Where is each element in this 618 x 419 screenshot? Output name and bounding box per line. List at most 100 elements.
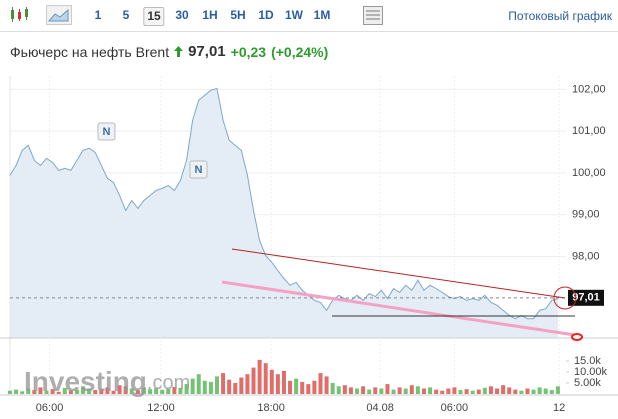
volume-bar <box>160 389 165 394</box>
volume-bar <box>312 380 317 394</box>
marker-drawing <box>571 333 583 341</box>
stream-link[interactable]: Потоковый график <box>508 9 612 23</box>
price-change-pct: (+0,24%) <box>271 43 329 60</box>
volume-bar <box>458 390 463 394</box>
x-tick-label: 18:00 <box>257 402 285 414</box>
volume-bar <box>470 390 475 394</box>
watermark: Investing.com <box>24 366 190 397</box>
volume-bar <box>488 386 493 394</box>
volume-bar <box>531 389 536 394</box>
volume-bar <box>428 387 433 394</box>
volume-bar <box>38 387 43 394</box>
volume-bar <box>227 379 232 394</box>
volume-bar <box>330 383 335 394</box>
volume-bar <box>239 377 244 394</box>
news-marker[interactable]: N <box>97 122 116 141</box>
grid-icon[interactable] <box>363 6 383 25</box>
volume-bar <box>440 390 445 394</box>
interval-button[interactable]: 15 <box>143 7 165 26</box>
instrument-name: Фьючерс на нефть Brent <box>10 43 170 60</box>
y-tick-label: 99,00 <box>572 209 600 221</box>
volume-bar <box>154 388 159 394</box>
volume-bar <box>135 390 140 394</box>
volume-bar <box>385 384 390 394</box>
x-tick-label: 06:00 <box>36 402 64 414</box>
volume-bar <box>50 389 55 394</box>
volume-bar <box>409 385 414 394</box>
volume-bar <box>555 386 560 394</box>
volume-bar <box>306 384 311 394</box>
volume-bar <box>105 387 110 394</box>
volume-bar <box>178 387 183 394</box>
volume-bar <box>391 389 396 394</box>
interval-button[interactable]: 5 <box>122 8 130 22</box>
volume-bar <box>93 390 98 394</box>
y-tick-label: 98,00 <box>572 250 600 262</box>
price-line <box>9 87 559 320</box>
watermark-main: Investing <box>24 366 147 397</box>
last-price: 97,01 <box>188 43 226 60</box>
volume-bar <box>537 387 542 394</box>
volume-bar <box>87 388 92 394</box>
volume-bar <box>403 388 408 394</box>
volume-bar <box>141 387 146 394</box>
volume-bar <box>519 390 524 394</box>
volume-bar <box>44 390 49 394</box>
volume-bar <box>549 390 554 394</box>
volume-bar <box>117 385 122 394</box>
volume-bar <box>221 373 226 394</box>
volume-bar <box>233 383 238 394</box>
interval-button[interactable]: 1 <box>94 8 102 22</box>
volume-bar <box>172 386 177 394</box>
volume-bar <box>446 388 451 394</box>
volume-bar <box>123 386 128 394</box>
volume-bar <box>318 373 323 394</box>
volume-bar <box>379 388 384 394</box>
interval-button[interactable]: 1H <box>202 8 218 22</box>
volume-bar <box>245 374 250 394</box>
volume-bar <box>62 387 67 394</box>
volume-bar <box>495 388 500 394</box>
y-tick-label: 5.00k <box>574 377 601 389</box>
volume-bar <box>361 386 366 394</box>
candle-icon[interactable] <box>8 6 30 24</box>
volume-bar <box>275 374 280 394</box>
interval-button[interactable]: 1D <box>258 8 274 22</box>
news-marker[interactable]: N <box>189 160 208 179</box>
news-marker-label: N <box>103 126 111 138</box>
interval-button[interactable]: 1M <box>313 8 331 22</box>
volume-bar <box>214 376 219 394</box>
volume-bar <box>464 389 469 394</box>
interval-button[interactable]: 30 <box>175 8 189 22</box>
interval-button[interactable]: 1W <box>285 8 303 22</box>
x-tick-label: 12 <box>553 402 565 414</box>
volume-bar <box>257 359 262 394</box>
area-fill <box>10 88 558 338</box>
area-icon[interactable] <box>46 5 72 25</box>
volume-bar <box>452 387 457 394</box>
volume-bar <box>281 370 286 394</box>
volume-bar <box>129 388 134 394</box>
volume-bar <box>507 387 512 394</box>
volume-bar <box>263 363 268 394</box>
volume-bar <box>148 389 153 394</box>
circle-drawing <box>553 286 577 310</box>
volume-bar <box>32 390 37 394</box>
y-tick-label: 101,00 <box>572 125 606 137</box>
y-tick-label: 102,00 <box>572 83 606 95</box>
watermark-suffix: .com <box>147 372 190 394</box>
volume-bar <box>397 387 402 394</box>
volume-bar <box>324 376 329 394</box>
interval-button[interactable]: 5H <box>230 8 246 22</box>
trend-line <box>221 280 576 337</box>
volume-bar <box>513 389 518 394</box>
volume-bar <box>190 378 195 394</box>
y-tick-label: 15.0k <box>574 355 601 367</box>
volume-bar <box>251 367 256 394</box>
volume-bar <box>74 389 79 394</box>
volume-bar <box>26 388 31 394</box>
volume-bar <box>355 388 360 394</box>
volume-bar <box>501 385 506 394</box>
